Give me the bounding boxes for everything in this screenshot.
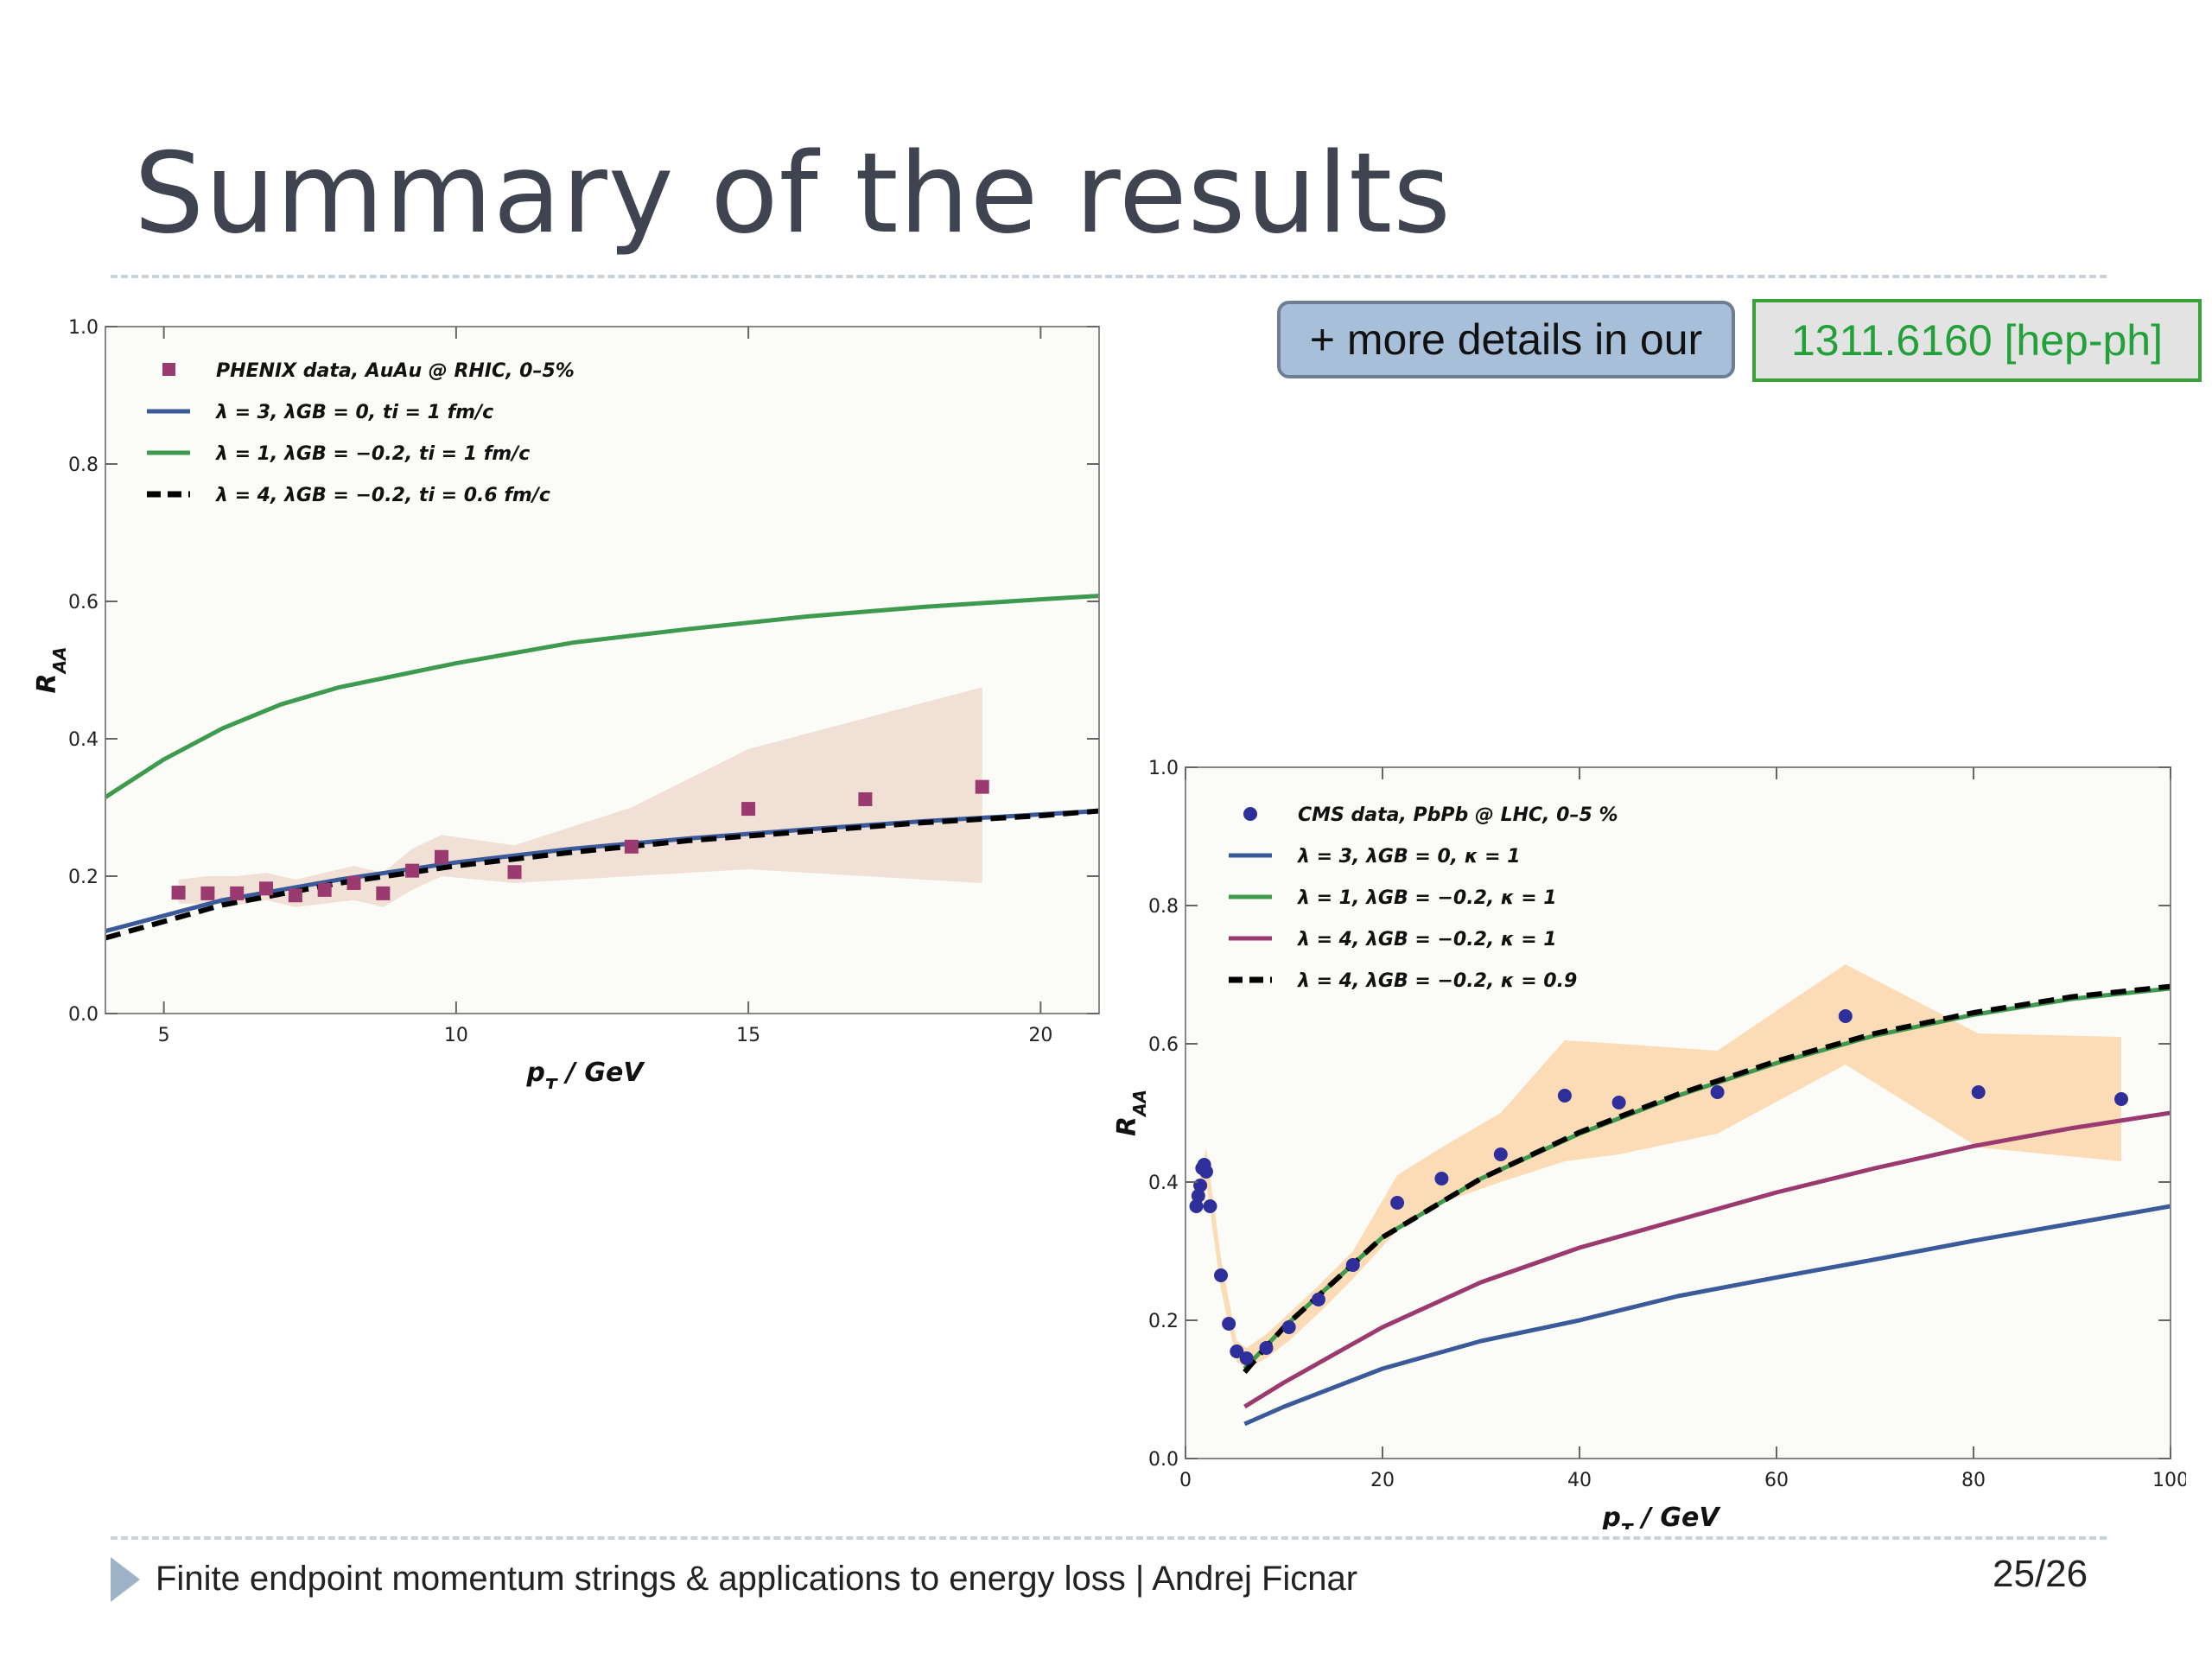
data-point xyxy=(1710,1085,1725,1099)
legend-label: λ = 3, λGB = 0, ti = 1 fm/c xyxy=(215,402,493,423)
data-point xyxy=(405,863,420,878)
data-point xyxy=(1230,1344,1244,1358)
y-tick-label: 0.4 xyxy=(1148,1173,1179,1194)
data-point xyxy=(1557,1089,1572,1103)
data-point xyxy=(1189,1199,1204,1213)
rhic-chart: 5 10 15 20 0.0 0.2 0.4 0.6 0.8 1.0 pT / GeV RAA PHEN… xyxy=(35,317,1100,1089)
data-point xyxy=(741,802,756,817)
data-point xyxy=(259,881,274,896)
legend-label: λ = 4, λGB = −0.2, κ = 0.9 xyxy=(1297,970,1577,992)
x-axis-label: pT / GeV xyxy=(525,1058,645,1089)
uncertainty-band xyxy=(1196,964,2121,1369)
legend-label: λ = 1, λGB = −0.2, κ = 1 xyxy=(1297,887,1557,909)
data-point xyxy=(1222,1317,1236,1331)
y-tick-label: 0.8 xyxy=(1148,896,1179,918)
data-point xyxy=(230,886,245,900)
more-details-button[interactable]: + more details in our xyxy=(1277,301,1735,378)
y-tick-label: 0.0 xyxy=(1148,1449,1179,1471)
data-point xyxy=(1203,1199,1217,1213)
data-point xyxy=(1198,1165,1213,1179)
x-tick-label: 100 xyxy=(2152,1470,2186,1491)
x-tick-label: 5 xyxy=(158,1025,170,1046)
legend-label: CMS data, PbPb @ LHC, 0–5 % xyxy=(1298,804,1618,826)
data-point xyxy=(288,888,302,903)
data-point xyxy=(317,882,332,897)
top-divider xyxy=(111,275,2107,278)
y-axis-label: RAA xyxy=(1112,1090,1150,1136)
legend-marker xyxy=(1243,807,1257,821)
x-tick-label: 20 xyxy=(1028,1025,1052,1046)
data-point xyxy=(1259,1341,1274,1355)
y-tick-label: 0.0 xyxy=(68,1004,99,1026)
legend-label: λ = 4, λGB = −0.2, κ = 1 xyxy=(1297,929,1557,950)
data-point xyxy=(1214,1268,1229,1282)
data-point xyxy=(858,791,873,806)
x-axis-label: pT / GeV xyxy=(1601,1503,1721,1529)
x-tick-label: 80 xyxy=(1961,1470,1986,1491)
legend-marker xyxy=(162,363,175,376)
legend-label: λ = 1, λGB = −0.2, ti = 1 fm/c xyxy=(215,443,530,465)
data-point xyxy=(1390,1196,1405,1210)
data-point xyxy=(171,886,186,900)
plot-background xyxy=(105,327,1099,1014)
x-tick-label: 40 xyxy=(1567,1470,1592,1491)
data-point xyxy=(346,875,361,890)
data-point xyxy=(1971,1085,1986,1099)
y-tick-label: 1.0 xyxy=(68,317,99,339)
y-axis-label: RAA xyxy=(35,646,70,693)
data-point xyxy=(1611,1096,1626,1109)
data-point xyxy=(1345,1258,1360,1272)
page-number: 25/26 xyxy=(1993,1553,2088,1595)
uncertainty-band xyxy=(178,687,982,907)
arxiv-link[interactable]: 1311.6160 [hep-ph] xyxy=(1752,299,2202,382)
y-tick-label: 0.4 xyxy=(68,729,99,751)
x-tick-label: 15 xyxy=(736,1025,760,1046)
plot-frame xyxy=(105,326,1100,1014)
lhc-chart: 0 20 40 60 80 100 0.0 0.2 0.4 0.6 0.8 1.0 pT / GeV RA… xyxy=(1112,758,2186,1529)
data-point xyxy=(975,779,989,794)
legend-label: PHENIX data, AuAu @ RHIC, 0–5% xyxy=(216,360,575,382)
x-tick-label: 20 xyxy=(1370,1470,1395,1491)
series-line-2 xyxy=(105,594,1099,799)
data-point xyxy=(1434,1172,1449,1185)
data-point xyxy=(434,849,448,864)
data-point xyxy=(1239,1351,1254,1365)
slide-title: Summary of the results xyxy=(134,130,1452,258)
x-tick-label: 60 xyxy=(1764,1470,1789,1491)
data-point xyxy=(2114,1092,2128,1106)
footer-text: Finite endpoint momentum strings & appli… xyxy=(156,1560,1358,1598)
data-point xyxy=(1193,1179,1208,1192)
data-point xyxy=(1311,1293,1325,1306)
y-tick-label: 0.2 xyxy=(1148,1311,1179,1332)
series-line-3 xyxy=(1243,1110,2171,1409)
data-point xyxy=(624,839,639,854)
data-point xyxy=(1493,1147,1508,1161)
data-point xyxy=(200,886,215,900)
y-tick-label: 0.6 xyxy=(68,592,99,613)
data-point xyxy=(1191,1189,1205,1203)
legend-label: λ = 3, λGB = 0, κ = 1 xyxy=(1297,846,1521,868)
series-line-1 xyxy=(1243,1204,2171,1427)
y-tick-label: 0.8 xyxy=(68,454,99,476)
x-tick-label: 10 xyxy=(444,1025,468,1046)
y-tick-label: 1.0 xyxy=(1148,758,1179,779)
y-tick-label: 0.2 xyxy=(68,867,99,888)
plot-frame xyxy=(1185,766,2171,1459)
x-tick-label: 0 xyxy=(1179,1470,1192,1491)
data-point xyxy=(1281,1320,1296,1334)
data-point xyxy=(376,886,391,900)
y-tick-label: 0.6 xyxy=(1148,1034,1179,1056)
footer-triangle-icon xyxy=(111,1557,140,1602)
data-point xyxy=(1838,1009,1853,1023)
data-point xyxy=(507,865,522,880)
bottom-divider xyxy=(111,1536,2107,1540)
legend-label: λ = 4, λGB = −0.2, ti = 0.6 fm/c xyxy=(215,485,550,506)
